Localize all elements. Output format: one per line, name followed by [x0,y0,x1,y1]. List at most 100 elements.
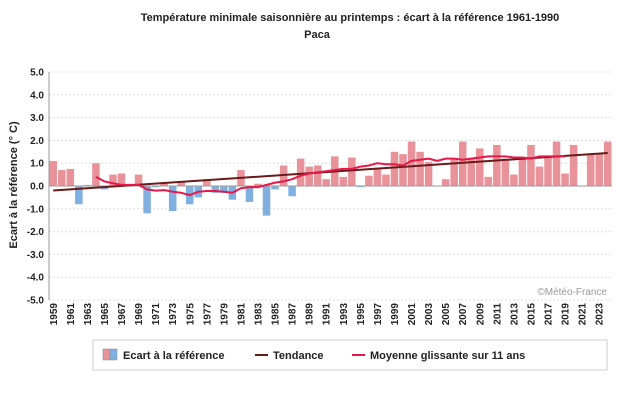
x-tick-label: 1983 [254,303,265,326]
bar [595,154,603,186]
legend-item-tendance: Tendance [255,350,324,362]
bar [356,186,365,188]
x-tick-label: 2001 [407,303,418,326]
y-tick-label: 2.0 [30,136,44,147]
y-tick-label: -2.0 [27,227,45,238]
x-tick-label: 1999 [390,303,401,326]
bar [365,175,373,186]
x-tick-label: 2005 [441,303,452,326]
bar [586,154,595,186]
x-tick-label: 1997 [373,303,384,326]
x-ticks-group: 1959 1961 1963 1965 1967 1969 1971 1973 1975 1977… [49,303,606,326]
bar [83,184,92,186]
bar [313,165,322,186]
x-tick-label: 2007 [458,303,469,326]
x-tick-label: 1985 [271,303,282,326]
x-tick-label: 2009 [475,303,486,326]
x-tick-label: 2015 [527,303,538,326]
bar [245,186,254,202]
bar [544,157,552,186]
x-tick-label: 1967 [117,303,128,326]
bar [92,163,100,186]
legend-item-moyenne: Moyenne glissante sur 11 ans [352,350,525,362]
bar [271,186,279,190]
y-tick-label: -5.0 [27,296,45,307]
moving-average-line [95,155,566,197]
chart-title: Température minimale saisonnière au prin… [141,12,560,24]
y-ticks-group: 5.0 4.0 3.0 2.0 1.0 0.0 -1.0 -2.0 -3.0 -4.0 -5.0 [27,68,45,307]
y-tick-label: -3.0 [27,250,45,261]
chart-subtitle: Paca [304,29,331,41]
legend-item-ecart: Ecart à la référence [102,348,225,362]
bar [322,179,330,186]
bar [177,181,185,186]
bar [501,158,510,186]
bar [382,174,390,186]
y-tick-label: 5.0 [30,68,44,79]
y-tick-label: 1.0 [30,159,44,170]
bar [603,141,612,186]
bar [407,141,416,186]
bar [58,170,66,186]
bar [75,186,83,205]
x-tick-label: 2013 [509,303,520,326]
x-tick-label: 1987 [288,303,299,326]
bar [450,158,458,186]
x-tick-label: 2021 [578,303,589,326]
y-tick-label: 3.0 [30,113,44,124]
bar [262,186,271,216]
x-tick-label: 1965 [100,303,111,326]
bar [49,160,58,186]
bar [484,176,493,186]
legend-frame [92,339,608,371]
bar [348,157,356,186]
bar [220,186,228,193]
bar [510,174,518,186]
bars-group [49,141,612,216]
y-axis-label: Ecart à la référence (° C) [8,121,20,249]
bar [373,168,382,186]
x-tick-label: 1971 [151,303,162,326]
y-tick-label: -4.0 [27,273,45,284]
bar [476,148,484,186]
bar [527,144,535,186]
x-tick-label: 1991 [322,303,333,326]
bar [305,166,313,186]
credit-text: ©Météo-France [537,287,607,298]
legend-swatch-positive [102,348,111,361]
bar [66,168,75,186]
bar [424,162,433,186]
bar [441,179,450,186]
bar [390,151,399,186]
y-tick-label: 0.0 [30,182,44,193]
lines-group [53,151,608,197]
bar [117,173,126,186]
bar [552,141,561,186]
y-tick-label: 4.0 [30,90,44,101]
bar [296,158,305,186]
bar [416,151,424,186]
legend-label-ecart: Ecart à la référence [123,350,225,362]
bar [211,186,220,193]
bar [518,158,527,186]
x-tick-label: 1969 [134,303,145,326]
x-tick-label: 2003 [424,303,435,326]
x-tick-label: 1961 [66,303,77,326]
x-tick-label: 1963 [83,303,94,326]
trend-line [53,151,608,192]
x-tick-label: 2011 [492,303,503,325]
bar [288,186,296,197]
x-tick-label: 1981 [236,303,247,326]
x-tick-label: 1993 [339,303,350,326]
bar [467,158,476,186]
bar [493,144,501,186]
bar [203,179,211,186]
legend-label-tendance: Tendance [273,350,324,362]
x-tick-label: 1959 [49,303,60,326]
x-tick-label: 1975 [185,303,196,326]
x-tick-label: 2017 [544,303,555,326]
x-tick-label: 1979 [219,303,230,326]
y-tick-label: -1.0 [27,204,45,215]
legend-label-moyenne: Moyenne glissante sur 11 ans [370,350,525,362]
